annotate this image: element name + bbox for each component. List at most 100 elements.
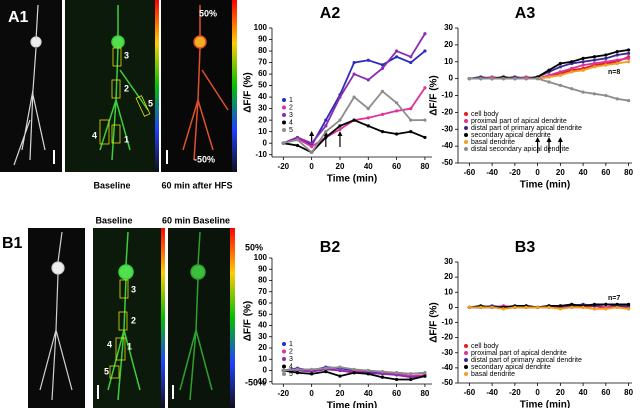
data-point	[615, 50, 619, 54]
image-row-a: A1 50% -50% 1 2 3 4 5 Baseline 60 min af…	[0, 0, 237, 190]
data-point	[490, 305, 494, 309]
y-tick-label: 20	[258, 343, 267, 352]
legend-marker	[282, 349, 286, 354]
data-point	[547, 305, 551, 309]
legend-marker	[464, 147, 468, 151]
data-point	[295, 143, 300, 148]
data-point	[366, 116, 370, 120]
x-axis-label: Time (min)	[327, 401, 377, 408]
neuron-ratio	[179, 231, 213, 401]
y-tick-label: 40	[258, 321, 267, 330]
data-point	[570, 70, 574, 74]
data-point	[395, 377, 399, 382]
scale-label: -50%	[194, 154, 215, 164]
data-point	[615, 97, 619, 101]
y-tick-label: -40	[441, 141, 453, 150]
data-point	[338, 95, 342, 99]
data-point	[366, 78, 370, 82]
data-point	[423, 135, 427, 140]
legend-label: basal dendrite	[471, 139, 515, 146]
legend-label: 3	[289, 112, 293, 119]
scale-label: 50%	[245, 242, 263, 252]
data-point	[395, 373, 399, 377]
data-point	[423, 49, 427, 53]
data-point	[324, 370, 328, 374]
data-point	[513, 77, 517, 81]
data-point	[281, 141, 285, 145]
data-point	[626, 48, 631, 52]
legend-label: proximal part of apical dendrite	[471, 118, 567, 125]
data-point	[310, 372, 314, 376]
data-point	[380, 112, 385, 116]
roi-label: 5	[104, 366, 109, 376]
x-tick-label: 0	[309, 389, 314, 398]
data-point	[501, 77, 506, 81]
data-point	[310, 150, 314, 154]
data-point	[501, 307, 506, 311]
legend-label: distal secondary apical dendrite	[471, 146, 569, 153]
chart-title: B2	[320, 239, 341, 256]
panel-label: B1	[2, 235, 23, 252]
data-point	[352, 60, 356, 65]
data-point	[604, 60, 608, 64]
data-point	[395, 101, 399, 105]
x-tick-label: -60	[464, 168, 476, 177]
y-tick-label: 100	[254, 253, 268, 262]
legend-marker	[464, 358, 468, 362]
data-point	[581, 68, 585, 72]
x-tick-label: 40	[364, 389, 373, 398]
data-point	[310, 370, 314, 374]
roi-boxes	[99, 47, 151, 145]
x-tick-label: 60	[392, 389, 401, 398]
legend-label: 4	[289, 363, 293, 370]
annotation: n=7	[608, 295, 620, 302]
y-tick-label: -50	[441, 378, 453, 387]
data-point	[479, 77, 483, 81]
data-point	[536, 77, 540, 81]
x-axis-label: Time (min)	[520, 400, 570, 408]
data-point	[558, 65, 562, 69]
y-tick-label: 80	[258, 46, 267, 55]
data-point	[558, 304, 562, 308]
data-point	[395, 109, 399, 113]
data-point	[581, 60, 585, 64]
data-point	[581, 305, 585, 309]
data-point	[592, 302, 597, 306]
y-tick-label: 0	[449, 74, 454, 83]
y-tick-label: 20	[258, 115, 267, 124]
x-tick-label: 20	[556, 388, 565, 397]
roi-boxes	[109, 279, 129, 379]
legend-marker	[282, 372, 286, 376]
data-point	[366, 372, 370, 376]
data-point	[615, 302, 619, 306]
x-tick-label: 0	[309, 162, 314, 171]
data-point	[352, 371, 356, 375]
data-point	[380, 63, 385, 67]
legend-marker	[464, 344, 468, 348]
data-point	[395, 55, 399, 59]
data-point	[513, 305, 517, 309]
data-point	[592, 61, 597, 66]
y-tick-label: 30	[444, 257, 453, 266]
y-tick-label: 30	[258, 104, 267, 113]
roi-label: 3	[131, 284, 136, 294]
data-point	[570, 60, 574, 64]
data-point	[626, 98, 631, 103]
data-point	[366, 368, 370, 373]
x-tick-label: -20	[278, 162, 290, 171]
data-point	[570, 87, 574, 91]
data-point	[409, 107, 413, 111]
chart-title: A2	[320, 5, 341, 22]
data-point	[547, 80, 551, 84]
roi-label: 4	[92, 130, 97, 140]
panel-label: A1	[8, 9, 29, 26]
legend-marker	[464, 112, 468, 116]
legend-marker	[282, 98, 286, 102]
legend-label: 1	[289, 97, 293, 104]
data-point	[380, 370, 385, 374]
y-tick-label: 40	[258, 92, 267, 101]
legend-marker	[282, 105, 286, 110]
data-point	[324, 366, 328, 370]
y-tick-label: 50	[258, 309, 267, 318]
legend-marker	[282, 364, 286, 369]
